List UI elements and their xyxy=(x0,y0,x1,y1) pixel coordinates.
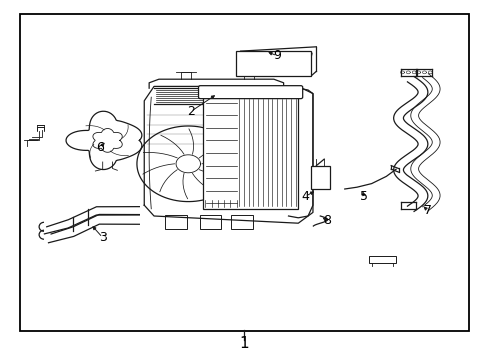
Bar xyxy=(231,215,252,229)
Bar xyxy=(203,97,298,209)
Text: 7: 7 xyxy=(423,204,431,217)
Text: 8: 8 xyxy=(322,214,330,227)
Bar xyxy=(20,14,468,331)
Bar xyxy=(235,51,311,76)
Text: 5: 5 xyxy=(360,190,367,203)
Text: 3: 3 xyxy=(99,231,106,244)
Text: 1: 1 xyxy=(239,336,249,351)
Bar xyxy=(165,215,186,229)
FancyBboxPatch shape xyxy=(198,86,302,99)
Bar xyxy=(310,166,329,189)
Text: 6: 6 xyxy=(96,141,104,154)
Text: 2: 2 xyxy=(186,105,194,118)
Text: 4: 4 xyxy=(301,190,309,203)
Bar xyxy=(199,215,221,229)
Text: 9: 9 xyxy=(273,49,281,62)
Bar xyxy=(368,256,395,263)
